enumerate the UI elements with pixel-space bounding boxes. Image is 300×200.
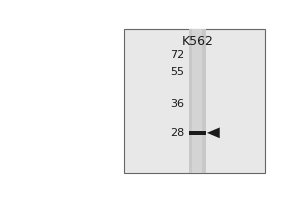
- FancyBboxPatch shape: [189, 29, 206, 173]
- Text: 28: 28: [170, 128, 184, 138]
- FancyBboxPatch shape: [192, 29, 203, 173]
- Text: 55: 55: [170, 67, 184, 77]
- Text: 36: 36: [170, 99, 184, 109]
- Text: K562: K562: [181, 35, 213, 48]
- Polygon shape: [207, 127, 220, 138]
- Text: 72: 72: [170, 50, 184, 60]
- FancyBboxPatch shape: [124, 29, 266, 173]
- FancyBboxPatch shape: [189, 131, 206, 135]
